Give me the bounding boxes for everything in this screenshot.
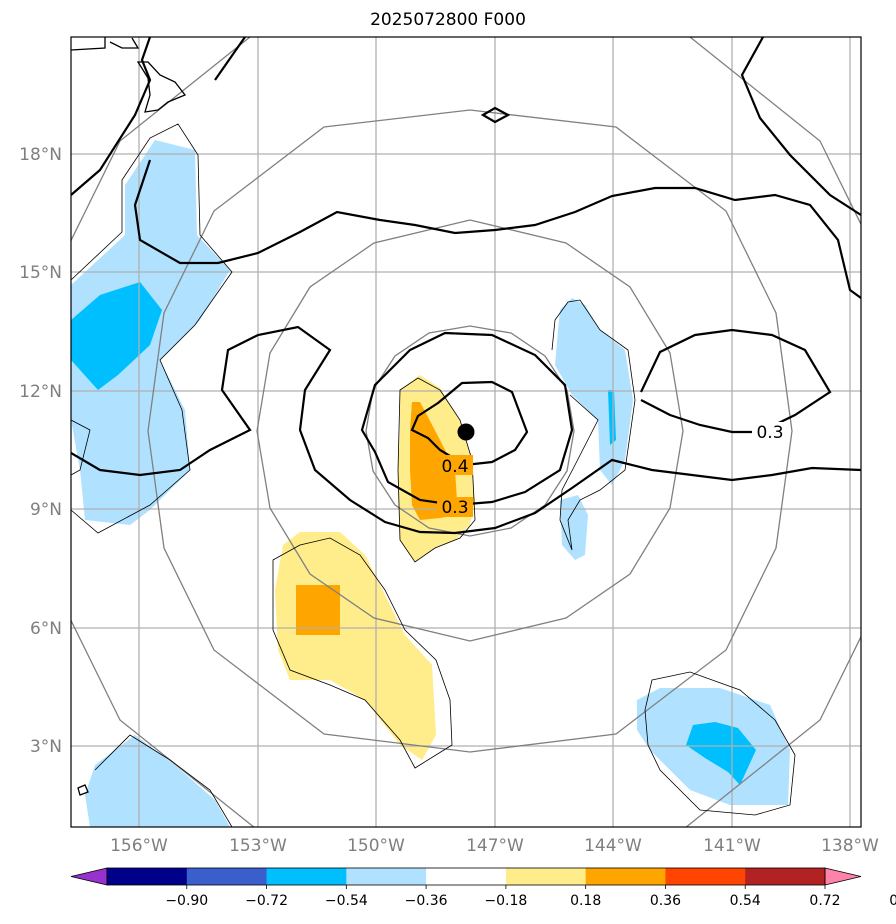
colorbar-tick-label: −0.72 (245, 893, 288, 909)
island-outlines (71, 37, 187, 796)
colorbar-tick-label: 0.18 (570, 893, 601, 909)
orange-fill (296, 402, 458, 635)
lat-label: 15°N (19, 263, 62, 283)
colorbar-tick-label: 0.72 (809, 893, 840, 909)
lat-label: 18°N (19, 145, 62, 165)
lat-label: 12°N (19, 382, 62, 402)
contour-label: 0.3 (441, 498, 468, 518)
contour-label: 0.3 (756, 423, 783, 443)
map-title: 2025072800 F000 (370, 10, 526, 30)
lat-label: 9°N (30, 500, 62, 520)
colorbar-segment (426, 868, 507, 885)
colorbar-tick-label: 0.54 (730, 893, 761, 909)
colorbar-tick-label: 0.90 (889, 893, 896, 909)
colorbar-segments (70, 867, 862, 886)
colorbar-segment (107, 868, 188, 885)
colorbar-tick-label: 0.36 (650, 893, 681, 909)
colorbar-extension-high (824, 867, 862, 886)
colorbar: −0.90 −0.72 −0.54 −0.36 −0.18 0.18 0.36 0.54 0.7… (70, 867, 896, 909)
lon-label: 138°W (821, 836, 879, 856)
map-area: 0.4 0.3 0.3 (71, 37, 861, 827)
thick-contours (71, 37, 861, 535)
lon-label: 153°W (229, 836, 287, 856)
colorbar-extension-low (70, 867, 108, 886)
range-rings (71, 37, 861, 827)
storm-center-marker (457, 423, 475, 441)
colorbar-tick-label: −0.90 (165, 893, 208, 909)
lon-label: 150°W (347, 836, 405, 856)
colorbar-segment (665, 868, 746, 885)
lat-labels: 18°N 15°N 12°N 9°N 6°N 3°N (19, 145, 62, 757)
lon-label: 156°W (110, 836, 168, 856)
lat-label: 3°N (30, 737, 62, 757)
colorbar-segment (505, 868, 587, 885)
lon-label: 141°W (703, 836, 761, 856)
colorbar-tick-label: −0.18 (484, 893, 527, 909)
colorbar-segment (186, 868, 268, 885)
colorbar-ticks: −0.90 −0.72 −0.54 −0.36 −0.18 0.18 0.36 0.54 0.7… (165, 885, 896, 909)
lat-label: 6°N (30, 619, 62, 639)
colorbar-segment (266, 868, 347, 885)
map-frame (70, 36, 862, 828)
colorbar-segment (346, 868, 427, 885)
shading-outlines (71, 123, 796, 827)
contour-label: 0.4 (441, 457, 468, 477)
colorbar-tick-label: −0.54 (325, 893, 368, 909)
colorbar-frame (106, 867, 826, 886)
lon-labels: 156°W 153°W 150°W 147°W 144°W 141°W 138°… (110, 836, 879, 856)
colorbar-tick-label: −0.36 (405, 893, 448, 909)
lon-label: 147°W (466, 836, 524, 856)
colorbar-segment (585, 868, 666, 885)
grid-lines (71, 37, 861, 827)
lon-label: 144°W (584, 836, 642, 856)
colorbar-segment (745, 868, 826, 885)
contour-labels: 0.4 0.3 0.3 (437, 422, 788, 518)
